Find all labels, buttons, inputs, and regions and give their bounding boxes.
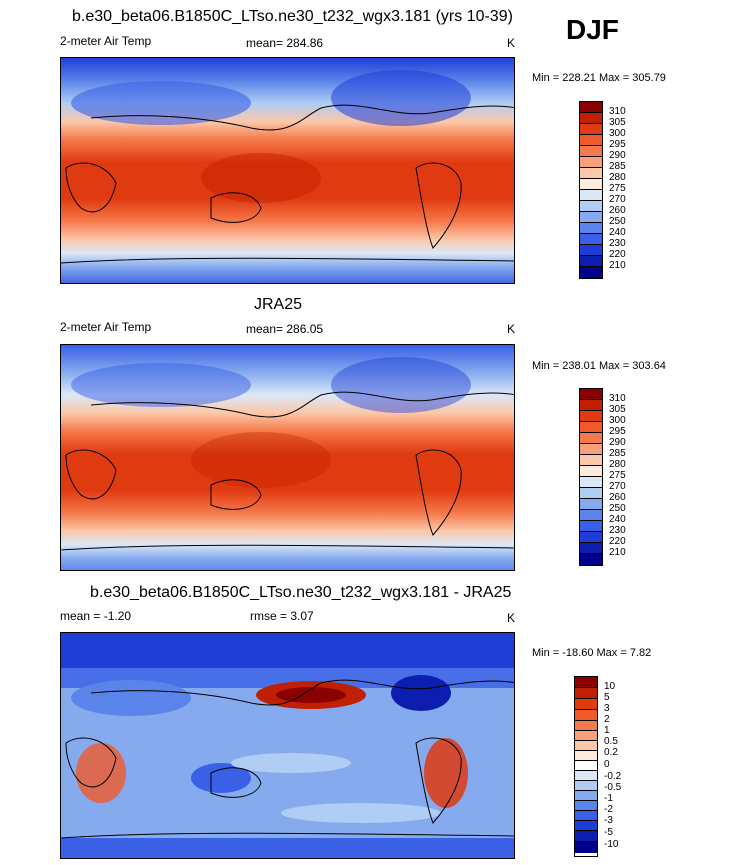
colorbar-tick: 280 xyxy=(609,172,626,183)
colorbar-tick: 220 xyxy=(609,249,626,260)
panel2-reanalysis-temperature-map xyxy=(60,344,515,571)
panel2-title: JRA25 xyxy=(254,296,303,313)
colorbar-tick: 0.5 xyxy=(604,736,618,747)
panel1-mean-label: mean= 284.86 xyxy=(246,36,324,50)
panel1-variable-label: 2-meter Air Temp xyxy=(60,34,152,48)
colorbar-tick: -1 xyxy=(604,793,613,804)
colorbar-tick: 0.2 xyxy=(604,747,618,758)
colorbar-tick: -2 xyxy=(604,804,613,815)
colorbar-tick: 210 xyxy=(609,547,626,558)
colorbar-tick: 300 xyxy=(609,415,626,426)
panel3-mean-label: mean = -1.20 xyxy=(60,609,132,623)
panel2-minmax: Min = 238.01 Max = 303.64 xyxy=(532,360,666,372)
colorbar-tick: 240 xyxy=(609,514,626,525)
colorbar-tick: 3 xyxy=(604,703,610,714)
panel1-units-label: K xyxy=(507,36,516,50)
colorbar-tick: 275 xyxy=(609,470,626,481)
colorbar-tick: 290 xyxy=(609,437,626,448)
panel1-minmax: Min = 228.21 Max = 305.79 xyxy=(532,72,666,84)
colorbar-tick: 240 xyxy=(609,227,626,238)
panel1-title: b.e30_beta06.B1850C_LTso.ne30_t232_wgx3.… xyxy=(72,8,513,25)
panel2-mean-label: mean= 286.05 xyxy=(246,322,324,336)
panel3-minmax: Min = -18.60 Max = 7.82 xyxy=(532,647,652,659)
colorbar-tick: 260 xyxy=(609,205,626,216)
colorbar-tick: -0.5 xyxy=(604,782,622,793)
colorbar-tick: 290 xyxy=(609,150,626,161)
colorbar-tick: 260 xyxy=(609,492,626,503)
colorbar-tick: 1 xyxy=(604,725,610,736)
colorbar-tick: 270 xyxy=(609,481,626,492)
colorbar-tick: 275 xyxy=(609,183,626,194)
colorbar-tick: 5 xyxy=(604,692,610,703)
panel3-rmse-label: rmse = 3.07 xyxy=(250,609,314,623)
colorbar-tick: 305 xyxy=(609,117,626,128)
colorbar-tick: 230 xyxy=(609,525,626,536)
panel2-units-label: K xyxy=(507,322,516,336)
season-label: DJF xyxy=(566,14,619,45)
panel3-units-label: K xyxy=(507,611,516,625)
colorbar-tick: 285 xyxy=(609,161,626,172)
colorbar-tick: -10 xyxy=(604,839,619,850)
colorbar-tick: 270 xyxy=(609,194,626,205)
colorbar-tick: 310 xyxy=(609,106,626,117)
colorbar-tick: 280 xyxy=(609,459,626,470)
colorbar-tick: 285 xyxy=(609,448,626,459)
colorbar-tick: -3 xyxy=(604,815,613,826)
panel2-variable-label: 2-meter Air Temp xyxy=(60,320,152,334)
colorbar-tick: 0 xyxy=(604,759,610,770)
colorbar-tick: 250 xyxy=(609,216,626,227)
colorbar-tick: -0.2 xyxy=(604,771,622,782)
colorbar-tick: 220 xyxy=(609,536,626,547)
colorbar-tick: 230 xyxy=(609,238,626,249)
panel3-difference-map xyxy=(60,632,515,859)
colorbar-tick: 10 xyxy=(604,681,616,692)
colorbar-tick: 305 xyxy=(609,404,626,415)
colorbar-tick: 300 xyxy=(609,128,626,139)
colorbar-tick: 295 xyxy=(609,139,626,150)
colorbar-tick: 2 xyxy=(604,714,610,725)
colorbar-tick: 310 xyxy=(609,393,626,404)
colorbar-tick: 295 xyxy=(609,426,626,437)
colorbar-tick: -5 xyxy=(604,827,613,838)
panel3-title: b.e30_beta06.B1850C_LTso.ne30_t232_wgx3.… xyxy=(90,584,512,601)
colorbar-tick: 250 xyxy=(609,503,626,514)
panel1-model-temperature-map xyxy=(60,57,515,284)
colorbar-tick: 210 xyxy=(609,260,626,271)
